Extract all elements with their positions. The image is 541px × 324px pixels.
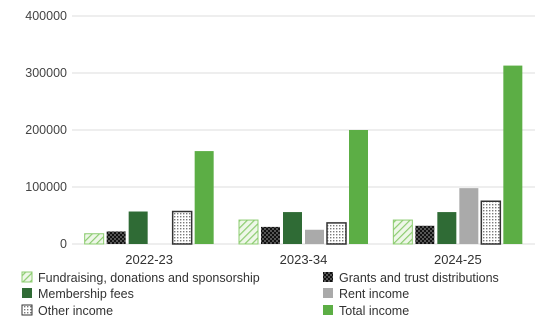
bar (415, 225, 435, 244)
x-category-label: 2022-23 (125, 252, 173, 267)
bar (349, 130, 368, 244)
legend-swatch (22, 288, 32, 298)
bar (437, 212, 457, 244)
bars (84, 65, 523, 245)
y-tick-label: 200000 (25, 123, 67, 137)
bar (459, 188, 479, 244)
bar (261, 226, 280, 244)
legend-label: Total income (339, 304, 409, 318)
bar (128, 211, 148, 244)
legend-swatch (21, 304, 33, 316)
legend-swatch (323, 272, 333, 282)
y-tick-label: 0 (60, 237, 67, 251)
bar (326, 222, 347, 245)
bar (283, 212, 302, 244)
y-tick-label: 300000 (25, 66, 67, 80)
gridlines (72, 15, 535, 245)
y-tick-label: 400000 (25, 9, 67, 23)
bar (106, 231, 126, 244)
legend-swatch (21, 271, 33, 283)
bar (238, 219, 259, 245)
legend-label: Grants and trust distributions (339, 271, 499, 285)
legend-label: Other income (38, 304, 113, 318)
legend-label: Fundraising, donations and sponsorship (38, 271, 260, 285)
legend-label: Membership fees (38, 287, 134, 301)
y-tick-label: 100000 (25, 180, 67, 194)
y-axis-tick-labels: 0 100000 200000 300000 400000 (25, 9, 67, 251)
bar (480, 200, 502, 245)
bar (84, 233, 105, 245)
legend-swatch (323, 288, 333, 298)
category-labels: 2022-23 2023-34 2024-25 (125, 252, 481, 267)
bar (503, 65, 523, 244)
bar (392, 219, 413, 245)
legend-swatch (323, 305, 333, 315)
x-category-label: 2024-25 (434, 252, 482, 267)
legend: Fundraising, donations and sponsorship Gr… (21, 271, 499, 318)
bar (171, 210, 193, 245)
bar (305, 229, 324, 244)
legend-label: Rent income (339, 287, 409, 301)
bar (194, 151, 214, 244)
x-category-label: 2023-34 (280, 252, 328, 267)
